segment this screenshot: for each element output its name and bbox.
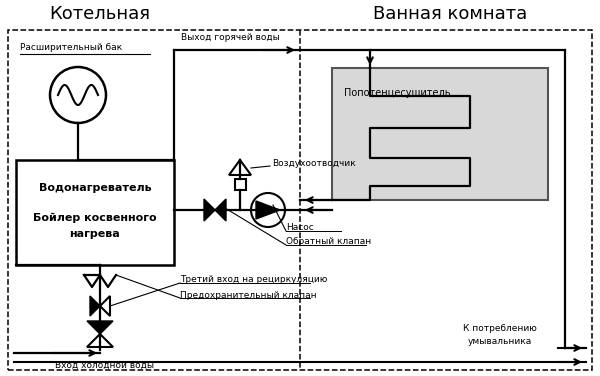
Bar [16, 160, 174, 265]
Text: Предохранительный клапан: Предохранительный клапан [180, 291, 317, 300]
Polygon shape [229, 160, 251, 175]
Circle shape [251, 193, 285, 227]
Polygon shape [100, 296, 110, 316]
Text: Ванная комната: Ванная комната [373, 5, 527, 23]
Text: Водонагреватель: Водонагреватель [38, 183, 151, 193]
Text: Попотенцесушитель: Попотенцесушитель [344, 88, 451, 98]
Text: Вход холодной воды: Вход холодной воды [55, 361, 154, 370]
Bar [332, 68, 548, 200]
Text: Третий вход на рециркуляцию: Третий вход на рециркуляцию [180, 276, 328, 285]
Text: Котельная: Котельная [49, 5, 151, 23]
Text: Воздухоотводчик: Воздухоотводчик [272, 159, 356, 167]
Polygon shape [90, 296, 100, 316]
Text: нагрева: нагрева [70, 229, 121, 239]
Polygon shape [256, 201, 280, 219]
Polygon shape [87, 334, 113, 347]
Text: К потреблению
умывальника: К потреблению умывальника [463, 324, 537, 346]
Polygon shape [87, 321, 113, 334]
Polygon shape [215, 199, 226, 221]
Text: Бойлер косвенного: Бойлер косвенного [33, 213, 157, 223]
Circle shape [50, 67, 106, 123]
Text: Обратный клапан: Обратный клапан [286, 238, 371, 247]
Text: Расширительный бак: Расширительный бак [20, 43, 122, 52]
Text: Насос: Насос [286, 223, 314, 232]
Bar [235, 179, 245, 190]
Polygon shape [204, 199, 215, 221]
Text: Выход горячей воды: Выход горячей воды [181, 33, 280, 42]
